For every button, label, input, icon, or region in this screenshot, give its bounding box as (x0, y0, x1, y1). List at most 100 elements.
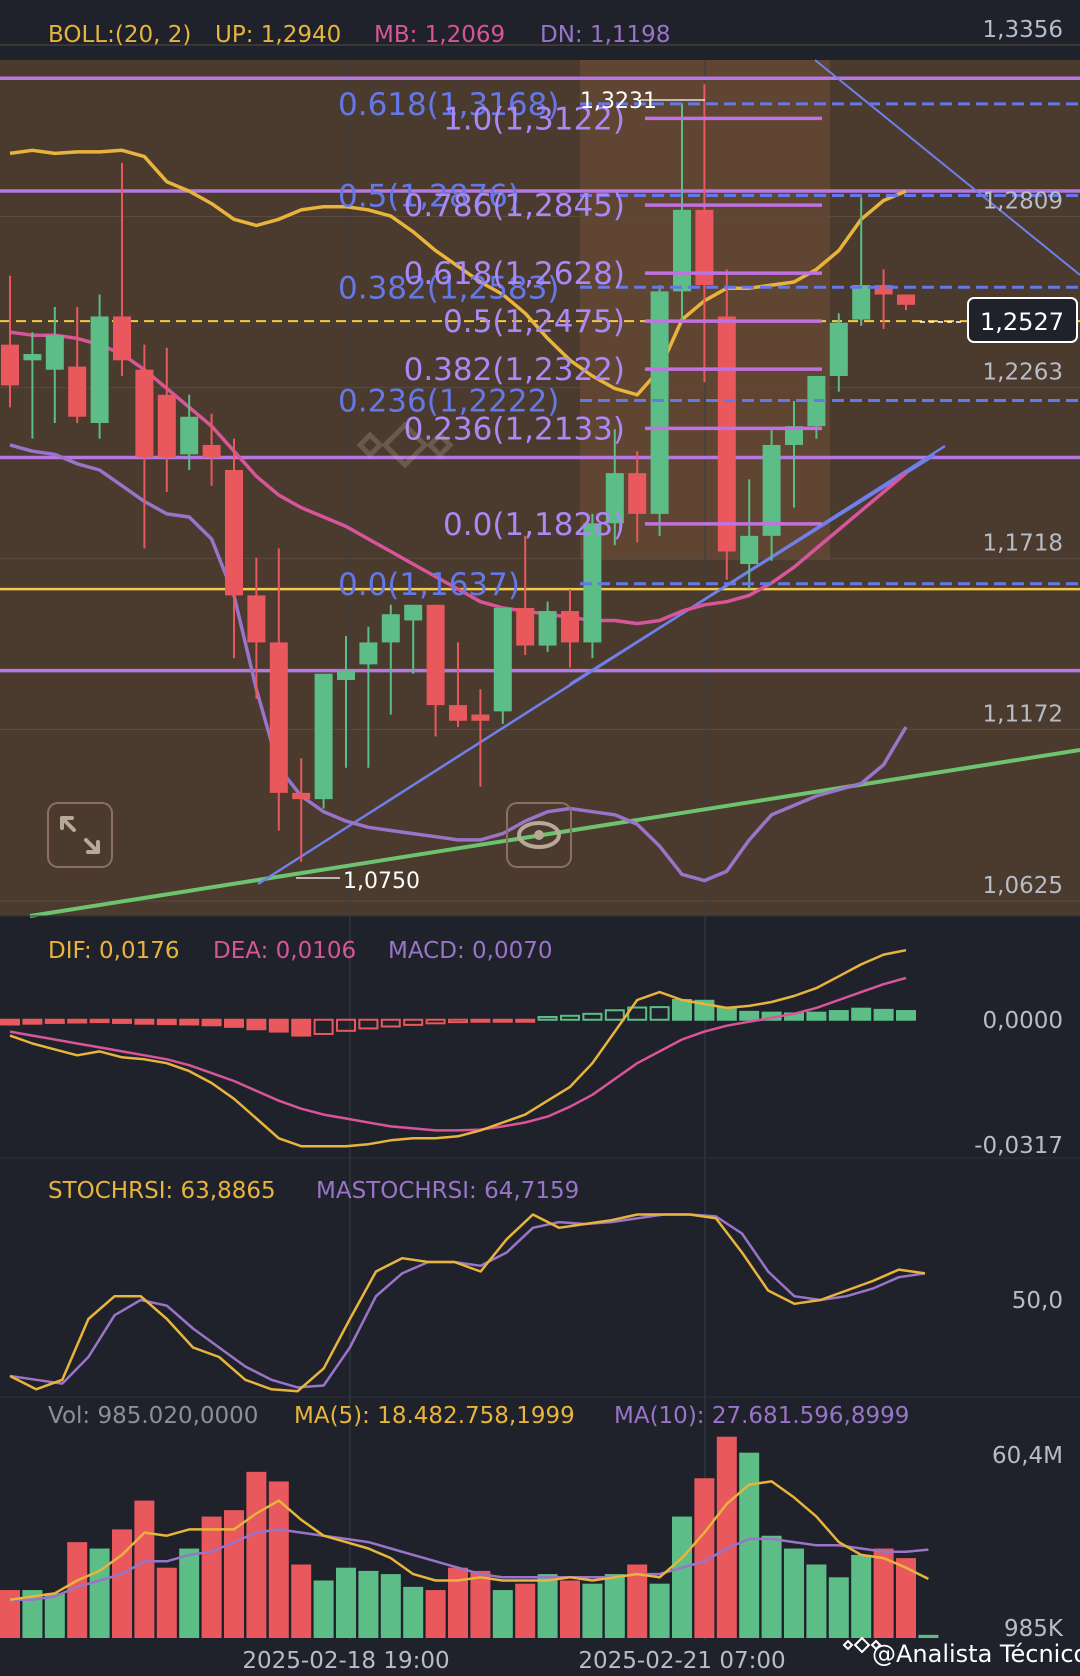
volume-bar-up (358, 1570, 379, 1638)
candle-up (381, 614, 400, 643)
macd-bar-negative (268, 1018, 289, 1033)
fib-left-level-label: 0.5(1,2876) (338, 178, 520, 214)
high-label: 1,3231 (580, 89, 657, 114)
candle-down (68, 366, 87, 417)
macd-bar-positive (582, 1012, 603, 1021)
macd-bar-negative (448, 1018, 468, 1024)
watermark: @Analista Técnico (842, 1636, 1080, 1668)
volume-bar-down (627, 1564, 648, 1638)
volume-bar-down (0, 1590, 20, 1638)
macd-bar-positive (716, 1006, 737, 1021)
volume-bar-down (156, 1567, 177, 1638)
candle-up (314, 673, 333, 800)
candle-up (785, 426, 803, 445)
macd-bar-negative (336, 1018, 356, 1032)
macd-bar-negative (22, 1018, 43, 1025)
macd-dif-label: DIF: 0,0176 (48, 938, 179, 964)
candle-down (471, 714, 490, 721)
candle-down (225, 470, 243, 596)
volume-bar-down (694, 1478, 715, 1638)
fib-left-level-label: 0.382(1,2583) (338, 270, 559, 306)
boll-lower-line (9, 443, 908, 883)
macd-bar-negative (246, 1018, 267, 1031)
volume-bar-up (672, 1516, 692, 1638)
volume-bar-down (291, 1564, 312, 1638)
volume-bar-up (828, 1577, 849, 1638)
macd-bar-negative (179, 1018, 200, 1026)
macd-bar-negative (425, 1018, 446, 1025)
macd-bar-negative (201, 1018, 222, 1027)
macd-pane: DIF: 0,0176 DEA: 0,0106 MACD: 0,0070 0,0… (0, 915, 1080, 1159)
volume-bar-down (246, 1471, 267, 1638)
volume-bar-up (492, 1590, 513, 1638)
volume-bar-down (67, 1542, 88, 1638)
eye-icon[interactable] (506, 802, 572, 868)
candle-up (23, 354, 42, 361)
stochrsi-pane: STOCHRSI: 63,8865 MASTOCHRSI: 64,7159 50… (0, 1178, 1080, 1398)
macd-bar-negative (67, 1018, 88, 1024)
macd-bar-positive (828, 1010, 849, 1021)
candle-up (583, 523, 602, 643)
volume-bar-up (604, 1574, 625, 1638)
candle-down (135, 369, 154, 458)
candle-down (157, 394, 176, 458)
blue-descending-trendline (814, 59, 1080, 276)
macd-bar-negative (403, 1018, 424, 1026)
macd-dif-line (9, 948, 907, 1148)
volume-bar-up (22, 1590, 43, 1638)
volume-pane: Vol: 985.020,0000 MA(5): 18.482.758,1999… (0, 1403, 1080, 1674)
candle-up (359, 642, 378, 665)
fib-left-level-label: 0.236(1,2222) (338, 383, 559, 419)
boll-label: BOLL:(20, 2) (48, 22, 191, 48)
price-axis-tick-label: 1,0625 (983, 873, 1063, 899)
volume-bar-down (134, 1500, 155, 1638)
candle-up (538, 611, 557, 646)
expand-icon[interactable] (47, 802, 113, 868)
volume-axis-tick-label: 60,4M (992, 1443, 1063, 1469)
macd-bar-negative (112, 1018, 132, 1024)
candle-up (650, 291, 669, 514)
price-axis-tick-label: 1,2263 (983, 360, 1063, 386)
fib-right-level-label: 1.0(1,3122) (443, 101, 625, 137)
volume-bar-down (448, 1567, 468, 1638)
macd-bar-negative (156, 1018, 177, 1026)
candle-down (897, 294, 915, 305)
time-axis-tick-label: 2025-02-21 07:00 (578, 1648, 785, 1674)
stochrsi-d-label: MASTOCHRSI: 64,7159 (316, 1178, 579, 1204)
volume-ma10-label: MA(10): 27.681.596,8999 (614, 1403, 909, 1429)
volume-bar-down (896, 1558, 916, 1638)
green-trendline (29, 748, 1080, 918)
stochrsi-axis-tick-label: 50,0 (1012, 1288, 1063, 1314)
macd-dea-line (9, 976, 907, 1132)
volume-bar-up (313, 1580, 334, 1638)
macd-dea-label: DEA: 0,0106 (213, 938, 356, 964)
candle-up (829, 322, 848, 376)
volume-bar-down (268, 1481, 289, 1638)
volume-axis-tick-label: 985K (1004, 1616, 1064, 1642)
stochrsi-d-line (9, 1213, 926, 1389)
fib-right-level-label: 0.5(1,2475) (443, 304, 625, 340)
volume-bar-down (224, 1510, 244, 1638)
macd-bar-negative (291, 1018, 312, 1037)
fib-right-level-label: 0.382(1,2322) (404, 352, 625, 388)
boll-dn-label: DN: 1,1198 (540, 22, 670, 48)
macd-bar-negative (134, 1018, 155, 1025)
macd-bar-positive (873, 1008, 894, 1021)
macd-bar-negative (44, 1018, 65, 1024)
volume-bar-up (537, 1574, 558, 1638)
macd-bar-positive (649, 1006, 670, 1021)
volume-bar-down (201, 1516, 222, 1638)
volume-bar-up (649, 1583, 670, 1638)
macd-bar-positive (896, 1010, 916, 1021)
candle-down (292, 792, 311, 800)
candle-up (337, 670, 355, 681)
price-pane: 0.618(1,3168) 0.5(1,2876) 0.382(1,2583) 0.2… (0, 17, 1080, 1640)
stochrsi-k-line (9, 1213, 926, 1393)
candle-down (628, 473, 647, 514)
volume-bar-up (851, 1554, 872, 1638)
candle-up (762, 444, 781, 536)
binance-small-logo-icon (842, 1636, 882, 1654)
macd-axis-tick-label: -0,0317 (974, 1133, 1063, 1159)
price-axis-tick-label: 1,1718 (983, 530, 1063, 556)
macd-bar-negative (515, 1018, 536, 1023)
